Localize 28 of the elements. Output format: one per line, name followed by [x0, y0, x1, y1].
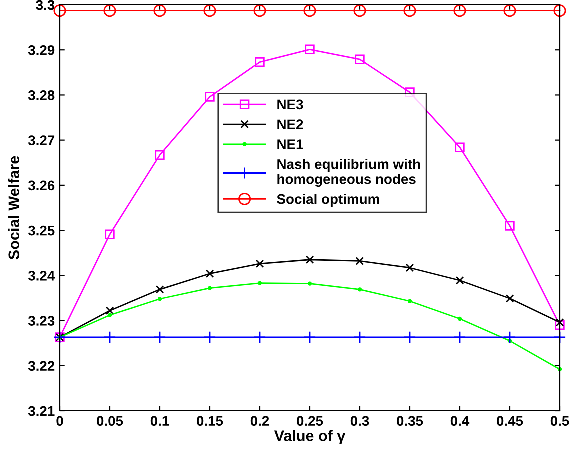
legend-label: NE1 — [278, 140, 304, 150]
x-tick-label: 0.05 — [97, 416, 124, 426]
x-tick-label: 0.25 — [297, 416, 324, 426]
x-tick-label: 0.35 — [397, 416, 424, 426]
y-axis-title: Social Welfare — [8, 156, 20, 260]
legend-label: Social optimum — [277, 194, 380, 207]
x-tick-label: 0.15 — [197, 416, 224, 426]
x-tick-label: 0 — [56, 416, 64, 426]
y-tick-label: 3.22 — [28, 361, 55, 372]
x-tick-label: 0.4 — [450, 416, 470, 426]
y-tick-label: 3.29 — [28, 45, 55, 56]
y-tick-label: 3.27 — [28, 136, 55, 146]
legend-label: NE2 — [278, 120, 304, 130]
y-tick-label: 3.3 — [36, 0, 55, 10]
y-tick-label: 3.24 — [28, 271, 56, 281]
x-tick-label: 0.45 — [497, 416, 524, 426]
legend-label: NE3 — [278, 100, 304, 110]
x-tick-label: 0.5 — [550, 416, 570, 426]
y-tick-label: 3.28 — [28, 90, 55, 100]
x-tick-label: 0.1 — [150, 416, 170, 426]
y-tick-label: 3.25 — [28, 226, 55, 236]
y-tick-label: 3.26 — [28, 180, 55, 191]
y-tick-label: 3.21 — [28, 406, 55, 416]
x-tick-label: 0.3 — [350, 416, 370, 426]
y-tick-label: 3.23 — [28, 316, 55, 326]
x-tick-label: 0.2 — [250, 416, 270, 426]
legend-label: Nash equilibrium with homogeneous nodes — [278, 159, 420, 188]
x-axis-title: Value of γ — [274, 430, 346, 444]
